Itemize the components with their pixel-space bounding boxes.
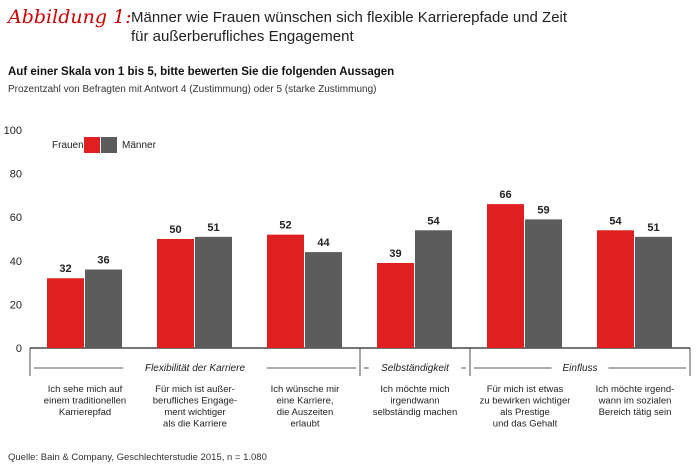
y-tick-label: 80 xyxy=(10,169,22,181)
data-label: 36 xyxy=(97,255,109,267)
category-label: und das Gehalt xyxy=(493,419,558,430)
category-label: Ich sehe mich auf xyxy=(48,384,123,395)
category-label: ment wichtiger xyxy=(164,407,225,418)
bar-frauen xyxy=(377,262,414,348)
category-label: als die Karriere xyxy=(163,419,227,430)
category-label: erlaubt xyxy=(290,419,319,430)
bar-frauen xyxy=(487,204,524,348)
source-note: Quelle: Bain & Company, Geschlechterstud… xyxy=(8,452,267,463)
title-line-1: Männer wie Frauen wünschen sich flexible… xyxy=(131,9,568,26)
legend-label-frauen: Frauen xyxy=(52,140,84,151)
category-label: Für mich ist außer- xyxy=(155,384,235,395)
data-label: 59 xyxy=(537,204,549,216)
legend-swatch-maenner xyxy=(101,137,117,153)
category-label: Bereich tätig sein xyxy=(599,407,672,418)
legend-label-maenner: Männer xyxy=(122,140,157,151)
category-label: Ich möchte mich xyxy=(380,384,449,395)
bar-frauen xyxy=(47,278,84,348)
legend-swatch-frauen xyxy=(84,137,100,153)
category-label: berufliches Engage- xyxy=(153,396,238,407)
chart-title: Männer wie Frauen wünschen sich flexible… xyxy=(131,8,691,46)
bar-maenner xyxy=(635,236,672,348)
category-label: als Prestige xyxy=(500,407,550,418)
bar-frauen xyxy=(157,239,194,348)
data-label: 39 xyxy=(389,248,401,260)
data-label: 51 xyxy=(647,222,659,234)
y-tick-label: 60 xyxy=(10,212,22,224)
y-tick-label: 100 xyxy=(4,125,22,137)
data-label: 50 xyxy=(169,224,181,236)
category-label: Ich möchte irgend- xyxy=(596,384,675,395)
category-label: einem traditionellen xyxy=(44,396,126,407)
chart-note: Prozentzahl von Befragten mit Antwort 4 … xyxy=(8,84,377,95)
chart-subtitle: Auf einer Skala von 1 bis 5, bitte bewer… xyxy=(8,66,395,78)
data-label: 51 xyxy=(207,222,219,234)
data-label: 44 xyxy=(317,237,330,249)
data-label: 54 xyxy=(609,215,622,227)
bar-maenner xyxy=(415,230,452,348)
category-label: eine Karriere, xyxy=(276,396,333,407)
y-tick-label: 40 xyxy=(10,256,22,268)
data-label: 66 xyxy=(499,189,511,201)
data-label: 32 xyxy=(59,263,71,275)
bar-maenner xyxy=(525,219,562,348)
title-line-2: für außerberufliches Engagement xyxy=(131,28,354,45)
category-label: zu bewirken wichtiger xyxy=(480,396,571,407)
data-label: 52 xyxy=(279,220,291,232)
y-tick-label: 0 xyxy=(16,343,22,355)
bar-maenner xyxy=(305,252,342,348)
category-label: Karrierepfad xyxy=(59,407,111,418)
figure-label: Abbildung 1: xyxy=(8,6,132,28)
group-label: Flexibilität der Karriere xyxy=(145,363,245,374)
category-label: Ich wünsche mir xyxy=(271,384,340,395)
category-label: Für mich ist etwas xyxy=(487,384,564,395)
group-label: Einfluss xyxy=(562,363,597,374)
bar-frauen xyxy=(597,230,634,348)
y-tick-label: 20 xyxy=(10,299,22,311)
bar-maenner xyxy=(85,269,122,348)
group-label: Selbständigkeit xyxy=(381,363,450,374)
category-label: selbständig machen xyxy=(373,407,458,418)
category-label: die Auszeiten xyxy=(277,407,334,418)
category-label: wann im sozialen xyxy=(598,396,672,407)
bar-maenner xyxy=(195,236,232,348)
category-label: irgendwann xyxy=(390,396,439,407)
data-label: 54 xyxy=(427,215,440,227)
bar-frauen xyxy=(267,234,304,348)
